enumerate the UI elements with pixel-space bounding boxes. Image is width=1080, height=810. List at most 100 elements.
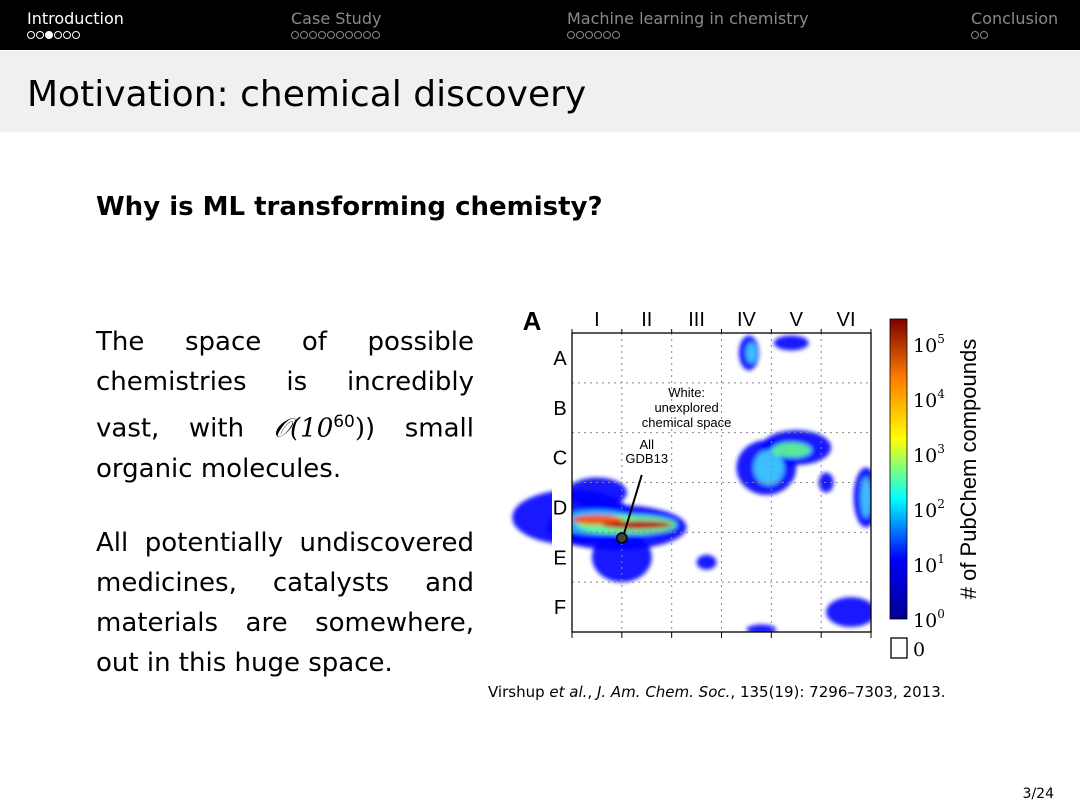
tick-exponent: 0 <box>937 607 945 621</box>
frame-dots <box>567 31 809 39</box>
frame-dot[interactable] <box>603 31 611 39</box>
nav-section-label: Machine learning in chemistry <box>567 9 809 28</box>
citation: Virshup et al., J. Am. Chem. Soc., 135(1… <box>488 683 946 701</box>
frame-dot[interactable] <box>576 31 584 39</box>
density-region <box>601 520 672 529</box>
density-region <box>746 342 757 363</box>
frame-dot[interactable] <box>585 31 593 39</box>
frame-dot[interactable] <box>980 31 988 39</box>
annotation-gdb-line: All <box>640 437 655 452</box>
nav-section-label: Conclusion <box>971 9 1059 28</box>
tick-exponent: 2 <box>937 497 945 511</box>
frame-dot[interactable] <box>318 31 326 39</box>
frame-dot[interactable] <box>45 31 53 39</box>
nav-section-label: Case Study <box>291 9 382 28</box>
density-region <box>773 335 809 351</box>
zero-label: 0 <box>913 639 925 661</box>
chemical-space-figure: A I II III IV V VIABCDEFWhite:unexploredchemic… <box>512 306 981 661</box>
frame-dot[interactable] <box>354 31 362 39</box>
annotation-white-line: chemical space <box>642 415 732 430</box>
colorbar-tick: 105 <box>913 332 945 357</box>
annotation-gdb-line: GDB13 <box>625 451 668 466</box>
row-label: C <box>553 448 567 470</box>
column-label: IV <box>737 309 757 331</box>
frame-dot[interactable] <box>327 31 335 39</box>
column-label: V <box>790 309 804 331</box>
mask <box>552 325 572 640</box>
gdb13-pointer <box>622 474 643 537</box>
row-label: F <box>554 597 566 619</box>
density-region <box>753 450 784 485</box>
annotation-white-line: unexplored <box>654 400 718 415</box>
colorbar-tick: 102 <box>913 497 945 522</box>
density-region <box>696 554 717 570</box>
frame-dots <box>971 31 1058 39</box>
frame-dots <box>291 31 381 39</box>
frame-dot[interactable] <box>345 31 353 39</box>
column-label: II <box>641 309 652 331</box>
tick-base: 10 <box>913 445 937 467</box>
nav-section-2[interactable]: Machine learning in chemistry <box>567 9 809 39</box>
frame-dot[interactable] <box>54 31 62 39</box>
nav-section-0[interactable]: Introduction <box>27 9 124 39</box>
row-label: A <box>553 348 567 370</box>
frame-dots <box>27 31 124 39</box>
annotation-white-line: White: <box>668 385 705 400</box>
paragraph-undiscovered: All potentially undiscovered medicines, … <box>96 528 474 678</box>
frame-dot[interactable] <box>72 31 80 39</box>
slide-title: Motivation: chemical discovery <box>27 74 587 115</box>
density-region <box>572 514 622 525</box>
colorbar-tick: 104 <box>913 387 945 412</box>
row-label: E <box>553 547 566 569</box>
nav-section-1[interactable]: Case Study <box>291 9 381 39</box>
frame-dot[interactable] <box>309 31 317 39</box>
nav-section-label: Introduction <box>27 9 124 28</box>
frame-dot[interactable] <box>363 31 371 39</box>
colorbar <box>889 318 908 620</box>
frame-dot[interactable] <box>336 31 344 39</box>
density-region <box>861 477 871 518</box>
tick-base: 10 <box>913 500 937 522</box>
density-region <box>818 472 834 493</box>
section-navigation: Introduction Case Study Machine learning i… <box>0 0 1080 50</box>
density-region <box>826 597 876 628</box>
density-region <box>567 477 627 508</box>
colorbar-tick: 100 <box>913 607 945 632</box>
tick-base: 10 <box>913 555 937 577</box>
frame-dot[interactable] <box>300 31 308 39</box>
row-label: D <box>553 497 567 519</box>
frame-dot[interactable] <box>27 31 35 39</box>
tick-base: 10 <box>913 335 937 357</box>
frame-dot[interactable] <box>971 31 979 39</box>
frame-dot[interactable] <box>63 31 71 39</box>
density-blobs <box>512 335 879 635</box>
gdb13-marker <box>616 532 628 544</box>
frame-dot[interactable] <box>594 31 602 39</box>
page-number: 3/24 <box>1022 786 1054 802</box>
row-label: B <box>553 398 566 420</box>
mask <box>871 325 885 640</box>
panel-label: A <box>523 306 542 336</box>
tick-exponent: 4 <box>937 387 945 401</box>
tick-exponent: 5 <box>937 332 945 346</box>
frame-dot[interactable] <box>612 31 620 39</box>
paragraph-chemical-space: The space of possible chemistries is inc… <box>96 327 474 484</box>
colorbar-label: # of PubChem compounds <box>956 339 981 600</box>
slide-question: Why is ML transforming chemisty? <box>96 192 603 222</box>
frame-dot[interactable] <box>567 31 575 39</box>
tick-exponent: 3 <box>937 442 945 456</box>
density-region <box>591 532 652 583</box>
zero-swatch <box>890 637 908 659</box>
column-label: I <box>594 309 600 331</box>
title-bar: Motivation: chemical discovery <box>0 51 1080 132</box>
density-region <box>771 442 812 458</box>
tick-exponent: 1 <box>937 552 945 566</box>
frame-dot[interactable] <box>36 31 44 39</box>
colorbar-tick: 101 <box>913 552 945 577</box>
nav-section-3[interactable]: Conclusion <box>971 9 1058 39</box>
frame-dot[interactable] <box>291 31 299 39</box>
tick-base: 10 <box>913 610 937 632</box>
frame-dot[interactable] <box>372 31 380 39</box>
tick-base: 10 <box>913 390 937 412</box>
colorbar-tick: 103 <box>913 442 945 467</box>
